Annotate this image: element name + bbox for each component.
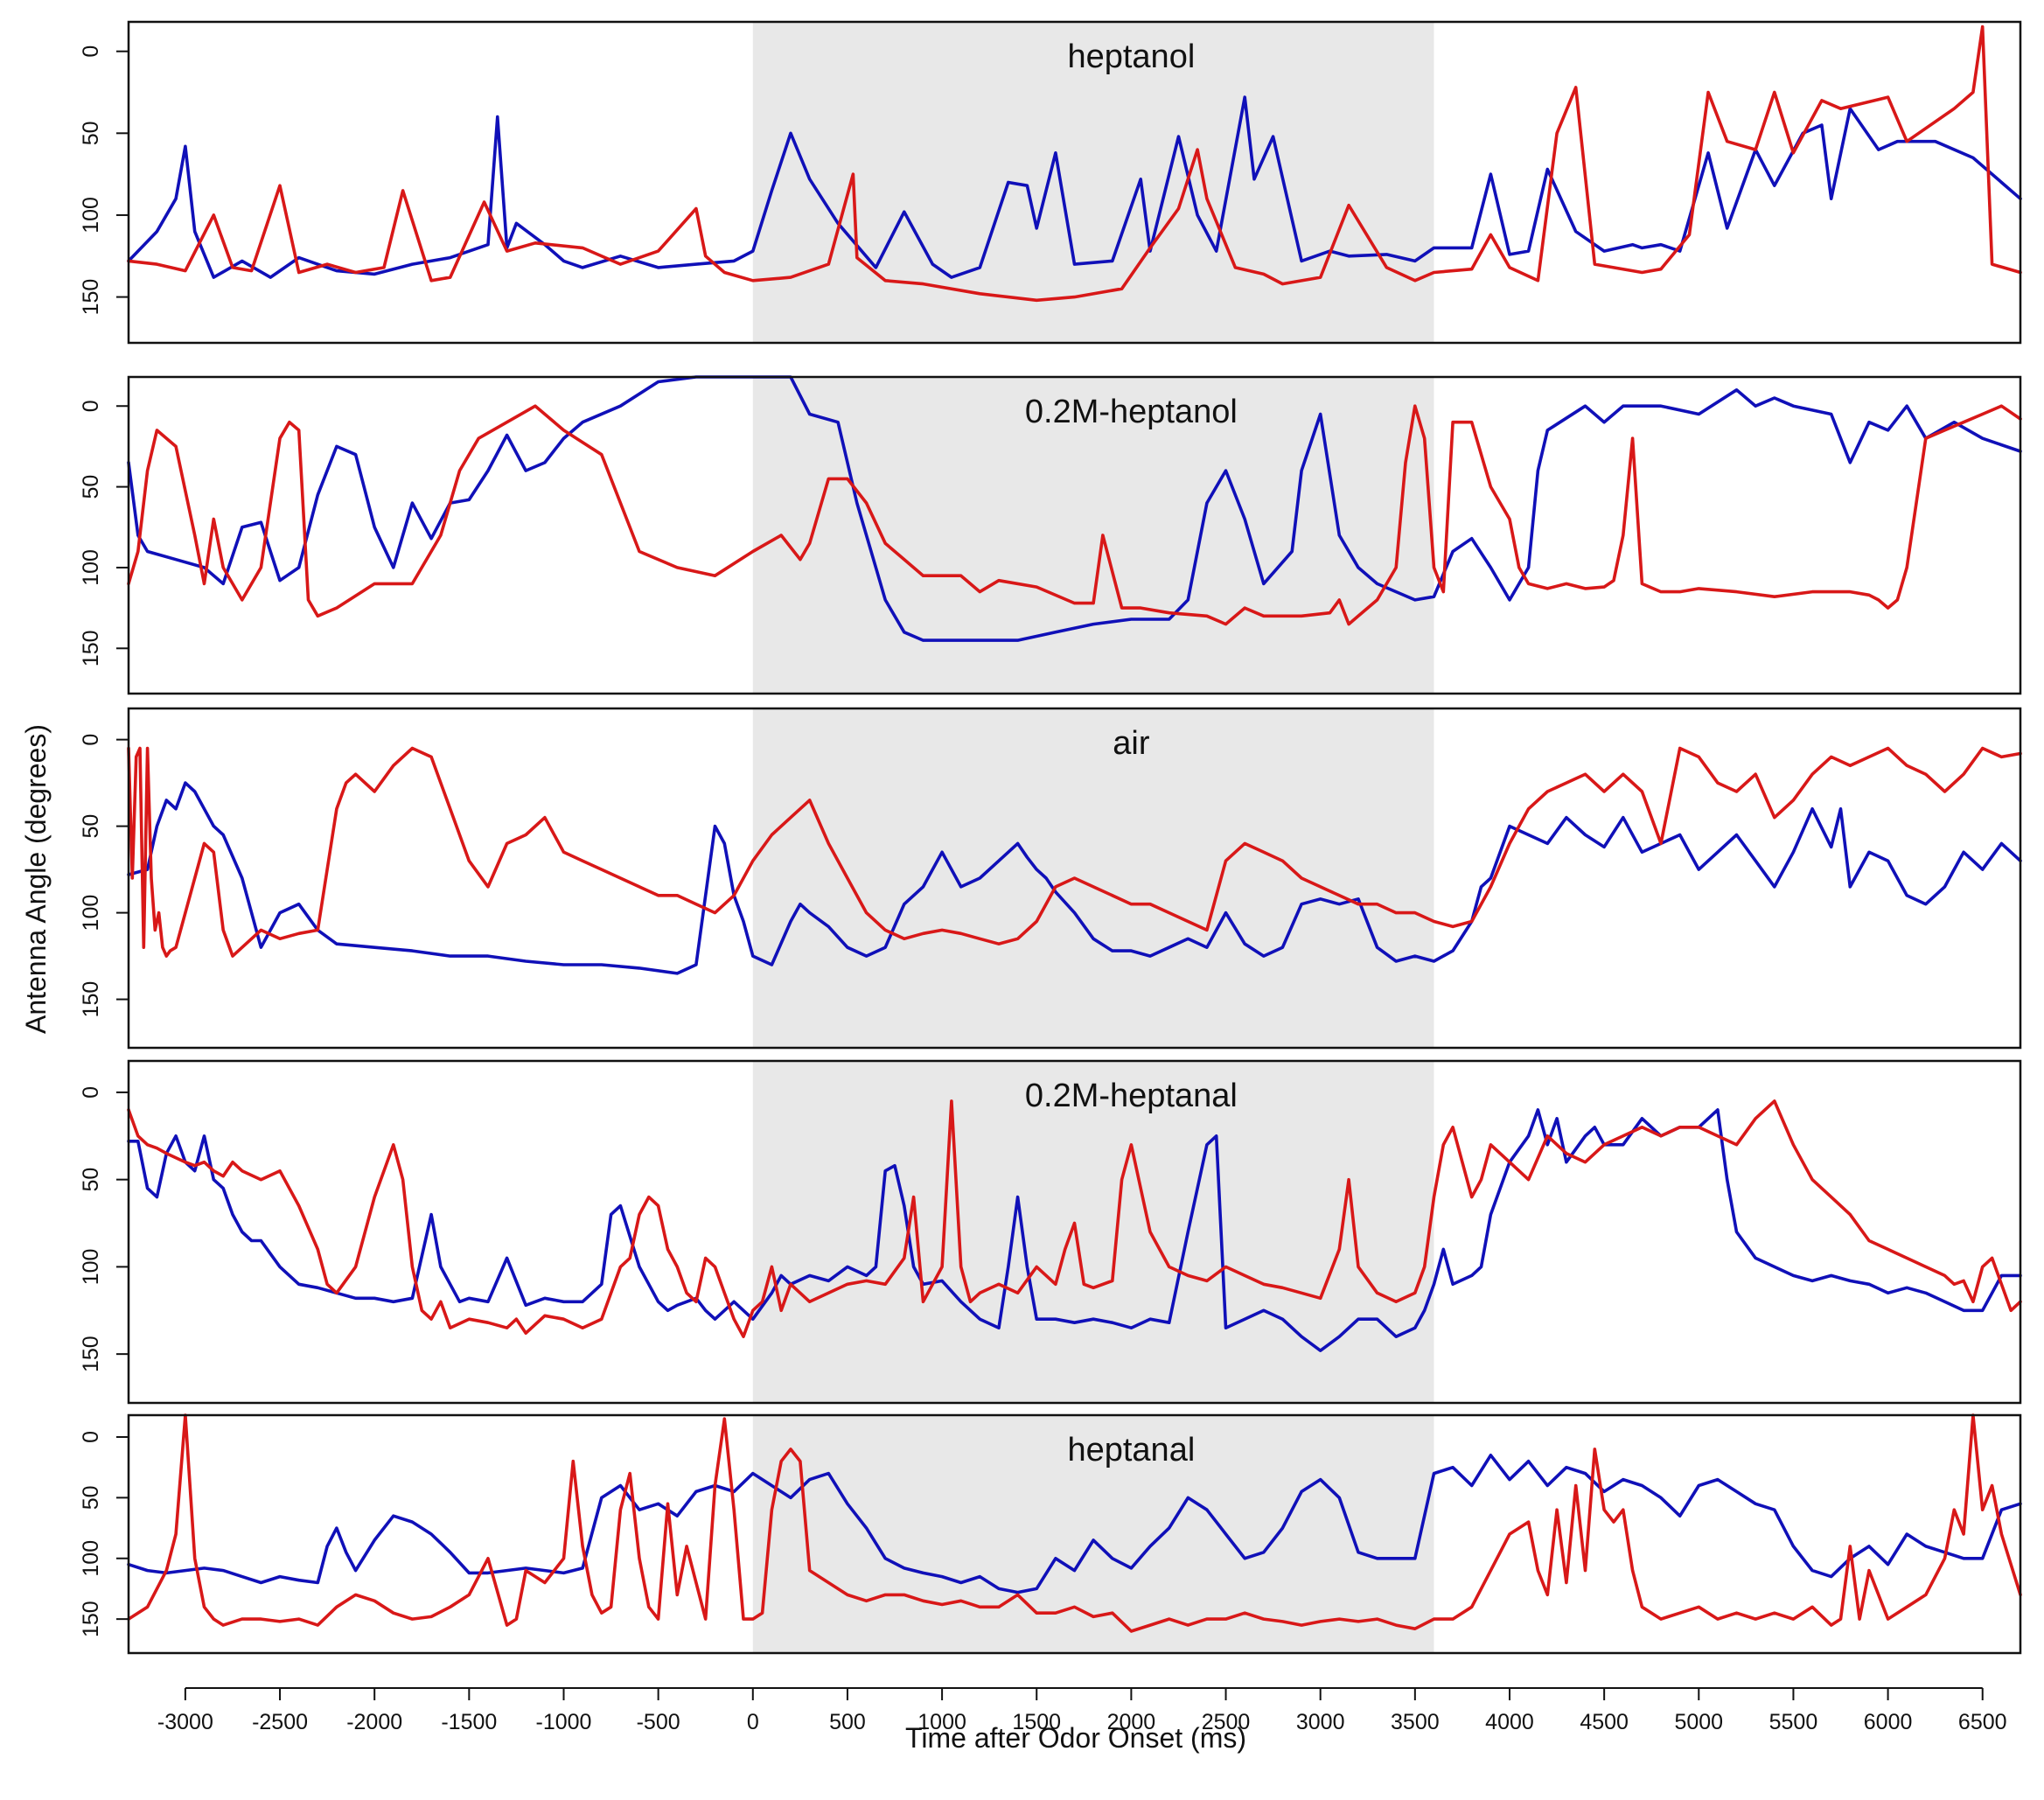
y-tick-label: 50 bbox=[79, 475, 103, 499]
y-tick-label: 50 bbox=[79, 1168, 103, 1192]
y-tick-label: 0 bbox=[79, 734, 103, 746]
y-tick-label: 150 bbox=[79, 279, 103, 316]
series-line-blue bbox=[127, 1454, 2022, 1594]
x-tick-label: 4500 bbox=[1580, 1710, 1629, 1734]
stimulus-shade bbox=[752, 708, 1434, 1048]
panel-frame bbox=[127, 1059, 2022, 1405]
y-tick-label: 150 bbox=[79, 981, 103, 1018]
x-tick-label: 5500 bbox=[1769, 1710, 1818, 1734]
series-line-blue bbox=[127, 375, 2022, 642]
y-tick-label: 0 bbox=[79, 400, 103, 412]
y-tick-label: 150 bbox=[79, 1336, 103, 1372]
x-tick-label: 0 bbox=[747, 1710, 759, 1734]
panel-frame bbox=[127, 1413, 2022, 1655]
stimulus-shade bbox=[752, 22, 1434, 343]
panel-title: air bbox=[1113, 725, 1150, 762]
x-tick-label: 3000 bbox=[1296, 1710, 1345, 1734]
x-tick-label: 1500 bbox=[1012, 1710, 1061, 1734]
panel-frame bbox=[127, 707, 2022, 1050]
series-line-blue bbox=[127, 781, 2022, 975]
series-line-blue bbox=[127, 95, 2022, 279]
x-tick-label: -500 bbox=[637, 1710, 680, 1734]
series-line-blue bbox=[127, 1108, 2022, 1352]
y-axis-label: Antenna Angle (degrees) bbox=[20, 724, 52, 1034]
panel-title: 0.2M-heptanol bbox=[1025, 394, 1238, 430]
panel-title: heptanol bbox=[1067, 38, 1195, 75]
y-tick-label: 100 bbox=[79, 1540, 103, 1577]
panel-title: heptanal bbox=[1067, 1432, 1195, 1469]
x-tick-label: 2500 bbox=[1202, 1710, 1251, 1734]
y-tick-label: 150 bbox=[79, 1601, 103, 1637]
x-tick-label: 5000 bbox=[1674, 1710, 1723, 1734]
y-tick-label: 100 bbox=[79, 549, 103, 586]
x-tick-label: 3500 bbox=[1391, 1710, 1440, 1734]
y-tick-label: 100 bbox=[79, 1249, 103, 1286]
stimulus-shade bbox=[752, 1415, 1434, 1653]
x-tick-label: 2000 bbox=[1107, 1710, 1156, 1734]
panel-frame bbox=[127, 20, 2022, 345]
series-line-red bbox=[127, 24, 2022, 303]
x-tick-label: 500 bbox=[829, 1710, 866, 1734]
y-tick-label: 50 bbox=[79, 1485, 103, 1510]
series-line-red bbox=[127, 1099, 2022, 1338]
panel-frame bbox=[127, 375, 2022, 695]
series-line-red bbox=[127, 746, 2022, 958]
y-tick-label: 0 bbox=[79, 1431, 103, 1443]
x-tick-label: 6500 bbox=[1958, 1710, 2007, 1734]
y-tick-label: 50 bbox=[79, 121, 103, 145]
y-tick-label: 50 bbox=[79, 814, 103, 839]
y-tick-label: 150 bbox=[79, 630, 103, 666]
series-line-red bbox=[127, 1413, 2022, 1633]
x-tick-label: 4000 bbox=[1485, 1710, 1534, 1734]
x-tick-label: -2500 bbox=[252, 1710, 308, 1734]
x-tick-label: 6000 bbox=[1864, 1710, 1913, 1734]
panel-title: 0.2M-heptanal bbox=[1025, 1078, 1238, 1114]
y-tick-label: 100 bbox=[79, 895, 103, 931]
y-tick-label: 100 bbox=[79, 197, 103, 234]
y-tick-label: 0 bbox=[79, 1086, 103, 1099]
x-tick-label: -2000 bbox=[346, 1710, 402, 1734]
x-tick-label: -3000 bbox=[157, 1710, 213, 1734]
x-axis-label: Time after Odor Onset (ms) bbox=[905, 1722, 1246, 1754]
y-tick-label: 0 bbox=[79, 45, 103, 58]
series-line-red bbox=[127, 404, 2022, 626]
x-tick-label: 1000 bbox=[917, 1710, 966, 1734]
x-tick-label: -1500 bbox=[441, 1710, 497, 1734]
stimulus-shade bbox=[752, 1061, 1434, 1403]
x-tick-label: -1000 bbox=[536, 1710, 592, 1734]
